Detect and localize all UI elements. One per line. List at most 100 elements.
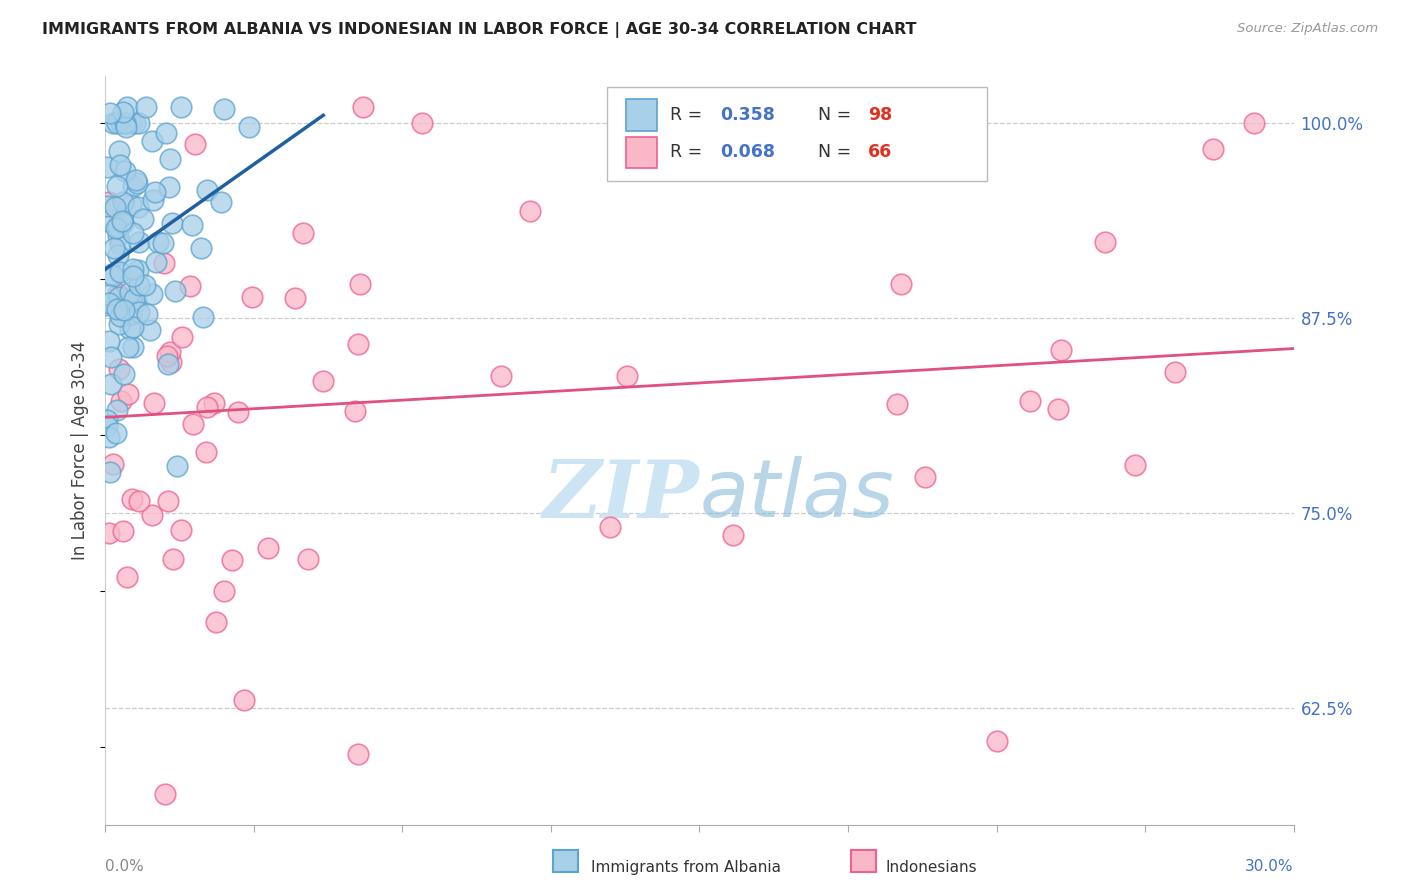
Point [98,334,121,348]
Point [152,255,174,269]
Text: Immigrants from Albania: Immigrants from Albania [591,861,780,875]
Point [616,369,638,384]
Point [112,195,135,210]
Point [110,393,132,408]
Point [101,458,124,472]
Point [347,337,370,351]
Point [1164,366,1187,380]
Point [233,693,256,707]
Point [121,492,143,507]
Point [107,287,129,301]
Text: IMMIGRANTS FROM ALBANIA VS INDONESIAN IN LABOR FORCE | AGE 30-34 CORRELATION CHA: IMMIGRANTS FROM ALBANIA VS INDONESIAN IN… [42,22,917,38]
Point [122,320,145,334]
Point [1018,394,1040,409]
Point [166,458,188,473]
Point [128,277,150,292]
Point [120,307,142,321]
Point [721,528,744,542]
Point [128,115,150,129]
Point [153,787,176,801]
Point [121,269,143,284]
Point [107,229,129,244]
Point [112,368,135,382]
Text: N =: N = [818,144,858,161]
Point [114,115,136,129]
Point [98,465,121,479]
Point [209,194,232,209]
Point [284,292,307,306]
Point [112,303,135,318]
Point [120,322,142,336]
Point [121,178,143,193]
Point [120,293,142,308]
Point [124,115,146,129]
Point [1047,402,1070,417]
Point [128,494,150,508]
Point [170,523,193,537]
Point [105,179,128,194]
Point [1123,458,1146,472]
Bar [626,99,657,130]
Point [141,134,163,148]
Text: Indonesians: Indonesians [886,861,977,875]
Point [170,100,193,114]
Text: ZIP: ZIP [543,457,700,534]
Text: Source: ZipAtlas.com: Source: ZipAtlas.com [1237,22,1378,36]
Point [226,405,249,419]
Point [191,310,214,324]
Point [344,403,367,417]
Point [143,185,166,199]
Point [349,277,371,291]
Point [162,551,184,566]
Point [111,213,134,227]
Point [105,301,128,316]
Text: atlas: atlas [700,457,894,534]
Point [519,204,541,219]
Point [202,395,225,409]
Point [120,115,142,129]
Point [291,226,314,240]
Point [96,298,118,312]
Point [184,137,207,152]
Point [157,493,180,508]
Text: 66: 66 [868,144,893,161]
Point [104,200,127,214]
Point [105,115,128,129]
Point [160,216,183,230]
Point [117,386,139,401]
Point [489,368,512,383]
Point [312,374,335,388]
Point [110,236,132,251]
Point [142,194,165,208]
Point [100,376,122,391]
Point [145,255,167,269]
Point [214,584,236,599]
Point [1094,235,1116,249]
Point [107,362,129,376]
Point [103,115,125,129]
Point [156,349,179,363]
Point [195,183,218,197]
Point [107,247,129,261]
Text: 0.068: 0.068 [720,144,775,161]
Point [111,524,134,538]
Point [141,286,163,301]
Point [110,211,132,225]
Point [118,285,141,299]
Point [107,219,129,234]
Point [1243,115,1265,129]
Point [96,199,118,213]
Point [134,277,156,292]
Point [128,235,150,250]
Point [115,570,138,584]
Point [104,426,127,441]
Point [157,180,180,194]
Point [170,330,193,344]
Point [107,292,129,306]
Point [107,144,129,158]
Point [98,296,121,310]
Point [128,305,150,319]
Point [104,221,127,235]
Point [139,323,162,337]
Point [96,413,118,427]
